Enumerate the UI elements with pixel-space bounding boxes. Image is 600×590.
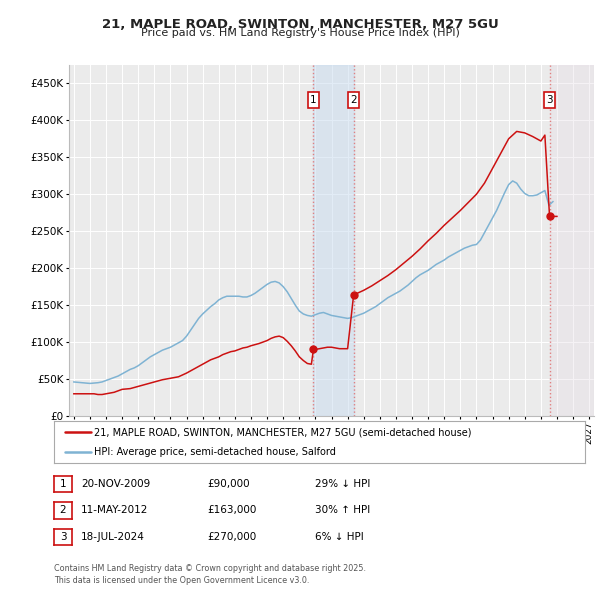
Text: 3: 3 [59,532,67,542]
Text: 1: 1 [310,95,317,105]
Text: £90,000: £90,000 [207,479,250,489]
Text: Contains HM Land Registry data © Crown copyright and database right 2025.
This d: Contains HM Land Registry data © Crown c… [54,565,366,585]
Bar [313,65,353,416]
Text: 20-NOV-2009: 20-NOV-2009 [81,479,150,489]
Text: 2: 2 [59,506,67,515]
Text: £163,000: £163,000 [207,506,256,515]
Text: 3: 3 [546,95,553,105]
Text: 21, MAPLE ROAD, SWINTON, MANCHESTER, M27 5GU: 21, MAPLE ROAD, SWINTON, MANCHESTER, M27… [101,18,499,31]
Text: 11-MAY-2012: 11-MAY-2012 [81,506,148,515]
Text: 21, MAPLE ROAD, SWINTON, MANCHESTER, M27 5GU (semi-detached house): 21, MAPLE ROAD, SWINTON, MANCHESTER, M27… [94,427,472,437]
Text: 29% ↓ HPI: 29% ↓ HPI [315,479,370,489]
Text: £270,000: £270,000 [207,532,256,542]
Text: 30% ↑ HPI: 30% ↑ HPI [315,506,370,515]
Text: 2: 2 [350,95,357,105]
Bar [550,65,594,416]
Text: Price paid vs. HM Land Registry's House Price Index (HPI): Price paid vs. HM Land Registry's House … [140,28,460,38]
Text: 18-JUL-2024: 18-JUL-2024 [81,532,145,542]
Text: HPI: Average price, semi-detached house, Salford: HPI: Average price, semi-detached house,… [94,447,336,457]
Text: 6% ↓ HPI: 6% ↓ HPI [315,532,364,542]
Text: 1: 1 [59,479,67,489]
